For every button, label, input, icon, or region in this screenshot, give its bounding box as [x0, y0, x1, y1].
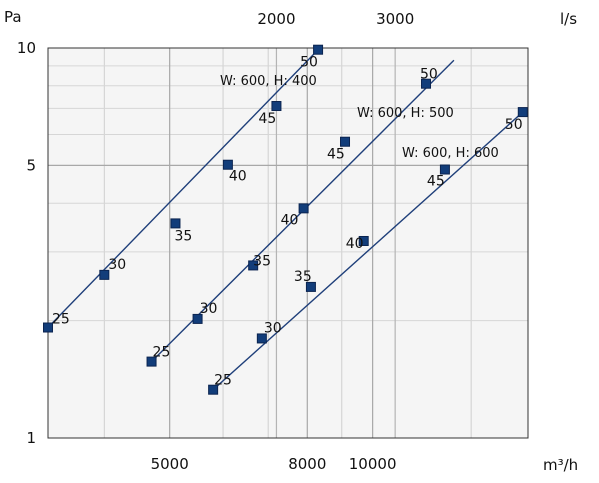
data-point-label: 40: [346, 236, 364, 252]
series-layer: 25 30 35 40 45 50 W: 600, H: 400 25 30 35 40 45 50 W:…: [43, 44, 528, 395]
data-point-label: 30: [200, 301, 218, 317]
data-point-marker: [305, 281, 316, 292]
data-point-label: 25: [214, 373, 232, 389]
series-name-label: W: 600, H: 400: [220, 74, 317, 89]
data-point-marker: [271, 101, 282, 112]
y-tick-label: 1: [26, 429, 36, 447]
data-point-marker: [517, 107, 528, 118]
x-unit-label: m³/h: [543, 456, 578, 474]
data-point-marker: [43, 322, 53, 333]
data-point-marker: [248, 260, 259, 271]
data-point-marker: [222, 159, 233, 170]
top-axis-unit-label: l/s: [560, 10, 577, 28]
plot-background: [47, 47, 529, 439]
data-point-marker: [358, 235, 369, 246]
data-point-label: 35: [294, 269, 312, 285]
top-axis-tick-label: 2000: [257, 10, 295, 28]
data-point-label: 50: [420, 67, 438, 83]
data-point-label: 25: [52, 312, 70, 328]
axes: Pa l/s m³/h 1 5 10 5000 8000 10000 2000 3000: [4, 8, 578, 474]
data-point-marker: [208, 384, 219, 395]
data-point-marker: [192, 313, 203, 324]
data-point-label: 45: [258, 111, 276, 127]
series-name-label: W: 600, H: 600: [402, 146, 499, 161]
data-point-marker: [170, 218, 181, 229]
data-point-label: 25: [153, 345, 171, 361]
grid: [47, 47, 529, 439]
data-point-marker: [421, 78, 432, 89]
data-point-marker: [99, 269, 110, 280]
y-unit-label: Pa: [4, 8, 22, 26]
data-point-label: 50: [505, 117, 523, 133]
data-point-marker: [313, 44, 324, 55]
data-point-label: 45: [427, 174, 445, 190]
x-tick-label: 8000: [288, 455, 326, 473]
data-point-marker: [439, 164, 450, 175]
series-2: 25 30 35 40 45 50 W: 600, H: 500: [146, 59, 455, 367]
data-point-label: 35: [174, 228, 192, 244]
data-point-label: 40: [281, 212, 299, 228]
data-point-label: 30: [108, 257, 126, 273]
data-point-label: 40: [229, 169, 247, 185]
y-tick-label: 10: [17, 39, 36, 57]
data-point-marker: [146, 356, 157, 367]
x-tick-label: 10000: [349, 455, 397, 473]
data-point-marker: [298, 203, 309, 214]
series-3: 25 30 35 40 45 50 W: 600, H: 600: [208, 107, 528, 395]
data-point-label: 45: [327, 147, 345, 163]
series-name-label: W: 600, H: 500: [357, 106, 454, 121]
top-axis-tick-label: 3000: [376, 10, 414, 28]
series-line: [47, 49, 319, 329]
data-point-label: 30: [264, 320, 282, 336]
series-1: 25 30 35 40 45 50 W: 600, H: 400: [43, 44, 324, 333]
data-point-marker: [340, 136, 351, 147]
data-point-label: 35: [253, 253, 271, 269]
x-tick-label: 5000: [151, 455, 189, 473]
data-point-marker: [256, 333, 267, 344]
data-point-label: 50: [300, 55, 318, 71]
y-tick-label: 5: [26, 156, 36, 174]
plot-frame: [47, 47, 529, 439]
